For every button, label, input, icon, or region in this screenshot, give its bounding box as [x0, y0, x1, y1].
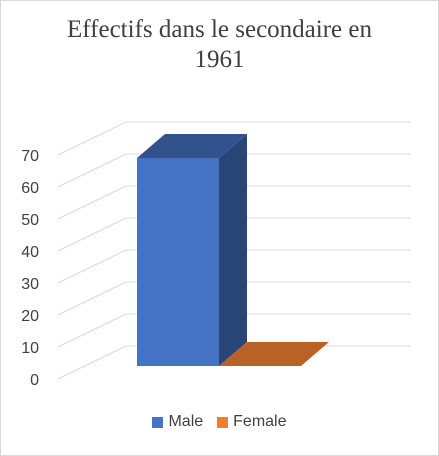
gridlines — [57, 121, 411, 380]
legend-label-male: Male — [168, 413, 204, 430]
gridline-40 — [57, 217, 411, 252]
bar-top-female — [219, 342, 329, 366]
y-tick-label-50: 50 — [21, 212, 39, 229]
bars — [137, 134, 329, 366]
legend-item-female: Female — [217, 413, 287, 431]
gridline-70 — [57, 121, 411, 156]
gridline-50 — [57, 185, 411, 220]
gridline-20 — [57, 281, 411, 316]
legend-label-female: Female — [233, 413, 287, 430]
bar-front-male — [137, 158, 219, 366]
bar-top-male — [137, 134, 247, 158]
y-tick-label-20: 20 — [21, 308, 39, 325]
y-tick-label-40: 40 — [21, 244, 39, 261]
bar-male — [137, 134, 247, 366]
y-tick-label-70: 70 — [21, 148, 39, 165]
y-axis-ticks: 0 10 20 30 40 50 60 70 — [21, 148, 39, 389]
chart-title: Effectifs dans le secondaire en 1961 — [67, 16, 372, 73]
bar-female — [219, 342, 329, 366]
gridline-60 — [57, 153, 411, 188]
y-tick-label-10: 10 — [21, 340, 39, 357]
legend-item-male: Male — [152, 413, 203, 431]
gridline-30 — [57, 249, 411, 284]
gridline-10 — [57, 313, 411, 348]
legend: Male Female — [1, 413, 438, 431]
y-tick-label-30: 30 — [21, 276, 39, 293]
y-tick-label-0: 0 — [30, 372, 39, 389]
bar-side-male — [219, 134, 247, 366]
legend-swatch-female — [217, 416, 229, 428]
legend-swatch-male — [152, 416, 164, 428]
y-tick-label-60: 60 — [21, 180, 39, 197]
